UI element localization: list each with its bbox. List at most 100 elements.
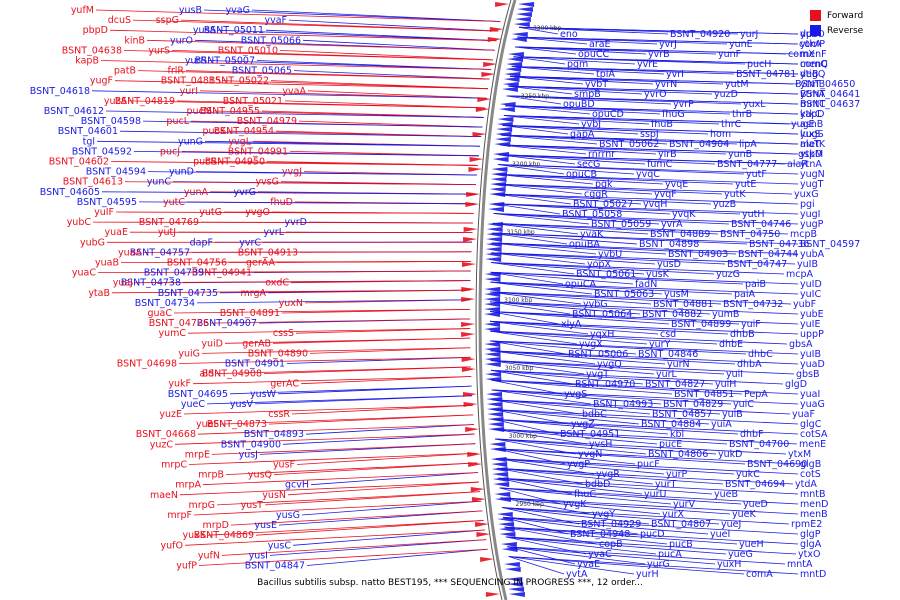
gene-label-left: guaC	[147, 308, 172, 319]
connector-line	[197, 424, 474, 435]
gene-label-left: BSNT_04815	[161, 76, 221, 87]
gene-label-right: yueI	[710, 529, 730, 540]
gene-label-left: BSNT_04612	[44, 106, 104, 117]
gene-label-left: BSNT_04726	[149, 318, 209, 329]
connector-line	[198, 548, 488, 566]
connector-line	[187, 328, 471, 334]
reverse-gene-arrow	[487, 417, 504, 422]
connector-line	[220, 414, 474, 425]
gene-label-right: paiA	[734, 289, 755, 300]
gene-label-right: yutF	[746, 169, 767, 180]
gene-label-right: yuiC	[733, 399, 754, 410]
connector-line	[95, 9, 501, 22]
connector-line	[496, 458, 735, 475]
connector-line	[193, 500, 482, 516]
connector-line	[173, 308, 471, 314]
gene-label-left: ytaB	[88, 288, 110, 299]
connector-line	[489, 320, 589, 335]
connector-line	[490, 262, 645, 275]
gene-label-right: BSNT_05059	[591, 219, 651, 230]
reverse-gene-arrow	[489, 192, 506, 197]
connector-line	[494, 438, 787, 455]
connector-line	[494, 438, 717, 455]
gene-label-left: BSNT_04890	[248, 348, 308, 359]
gene-label-left: yueC	[181, 399, 205, 410]
connector-line	[499, 487, 799, 505]
gene-label-left: yurI	[180, 86, 198, 97]
gene-label-right: BSNT_05058	[562, 209, 622, 220]
reverse-gene-arrow	[484, 302, 501, 307]
gene-label-right: yurH	[636, 569, 659, 580]
gene-label-right: xlyA	[561, 319, 582, 330]
connector-line	[494, 428, 798, 445]
gene-label-right: fumC	[647, 159, 673, 170]
connector-line	[508, 556, 745, 575]
connector-line	[496, 173, 664, 185]
reverse-gene-arrow	[486, 237, 503, 242]
connector-line	[216, 491, 481, 506]
gene-label-right: opuBA	[569, 239, 600, 250]
gene-label-left: BSNT_05011	[204, 25, 264, 36]
gene-label-right: fhuG	[662, 109, 685, 120]
gene-label-right: yvsH	[589, 439, 612, 450]
reverse-gene-arrow	[506, 62, 523, 67]
gene-label-left: yusW	[250, 389, 277, 400]
gene-label-right: bdbD	[585, 479, 610, 490]
gene-label-right: yvqH	[643, 199, 667, 210]
gene-label-left: mrpD	[202, 520, 229, 531]
gene-label-left: BSNT_04991	[228, 146, 288, 157]
connector-line	[491, 389, 592, 405]
gene-label-right: rnrrnr	[588, 149, 615, 160]
connector-line	[491, 262, 715, 275]
connector-line	[500, 144, 657, 155]
gene-label-left: yurS	[148, 45, 170, 56]
gene-label-right: kapD	[800, 109, 825, 120]
gene-label-right: BSNT_05006	[568, 349, 628, 360]
gene-label-left: yukF	[168, 379, 191, 390]
gene-label-right: menF	[800, 49, 827, 60]
connector-line	[492, 232, 568, 245]
connector-line	[492, 232, 638, 245]
connector-line	[138, 201, 475, 205]
gene-label-right: yvbJ	[581, 119, 601, 130]
gene-label-left: BSNT_04907	[197, 318, 257, 329]
gene-label-right: yuaG	[800, 399, 825, 410]
reverse-gene-arrow	[501, 87, 518, 92]
gene-label-right: rpmE2	[791, 519, 822, 530]
gene-label-right: BSNT_04882	[642, 309, 702, 320]
reverse-gene-arrow	[497, 517, 514, 522]
forward-gene-arrow	[468, 462, 483, 467]
gene-label-left: gerAB	[242, 338, 271, 349]
connector-line	[493, 418, 669, 435]
gene-label-right: cotS	[800, 469, 821, 480]
reverse-gene-arrow	[498, 522, 515, 527]
gene-label-left: yuzE	[159, 409, 182, 420]
connector-line	[503, 516, 799, 535]
gene-label-right: yopX	[587, 259, 611, 270]
connector-line	[499, 487, 742, 505]
connector-line	[133, 151, 479, 157]
forward-gene-arrow	[461, 297, 476, 302]
connector-line	[110, 161, 478, 166]
gene-label-left: tgl	[83, 136, 95, 147]
connector-line	[502, 124, 709, 135]
gene-label-left: mrpA	[175, 480, 201, 491]
gene-label-left: BSNT_04613	[63, 177, 123, 188]
gene-label-left: yufN	[198, 550, 220, 561]
forward-gene-arrow	[461, 287, 476, 292]
gene-label-right: yunB	[728, 149, 752, 160]
reverse-gene-arrow	[510, 37, 527, 42]
connector-line	[269, 539, 487, 556]
reverse-gene-arrow	[484, 322, 501, 327]
gene-label-left: dcuS	[108, 15, 131, 26]
connector-line	[490, 281, 799, 295]
gene-label-right: comP	[799, 39, 825, 50]
gene-label-left: BSNT_04873	[207, 419, 267, 430]
gene-label-right: yukD	[718, 449, 742, 460]
kbp-tick-labels: 3300 kbp 3250 kbp 3200 kbp 3150 kbp 3100 kbp…	[504, 25, 561, 508]
connector-line	[492, 409, 570, 425]
gene-label-right: yvbT	[585, 79, 608, 90]
gene-label-right: yurP	[666, 469, 688, 480]
forward-gene-arrow	[480, 557, 495, 562]
reverse-gene-arrow	[507, 57, 524, 62]
